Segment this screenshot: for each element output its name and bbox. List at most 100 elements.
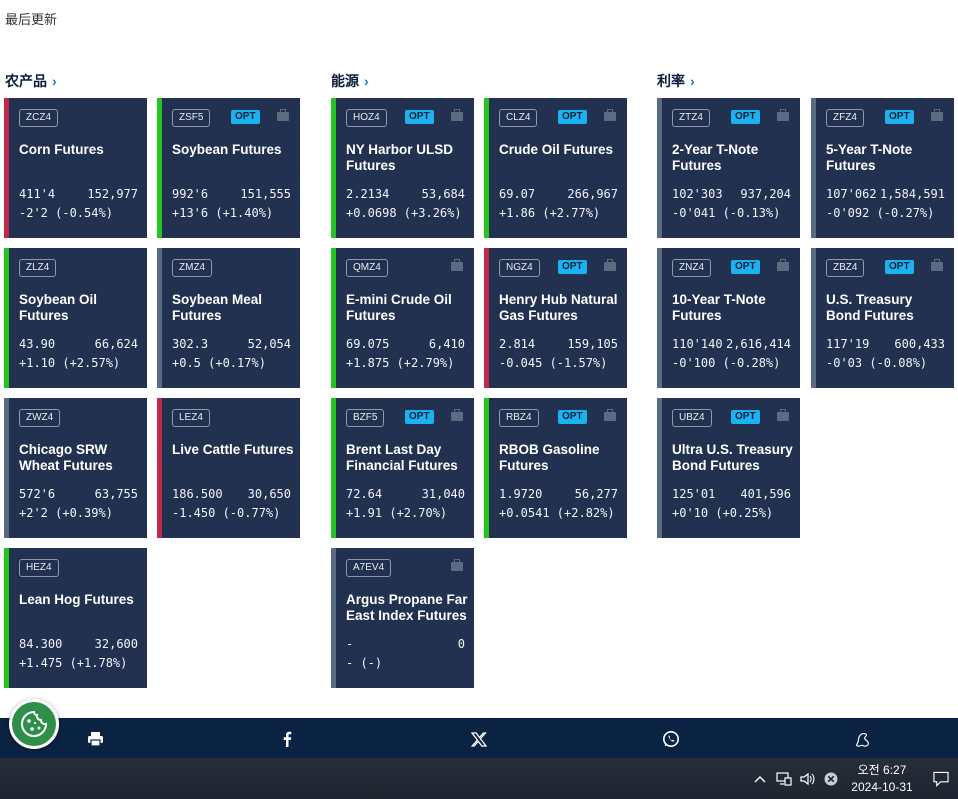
contract-code: ZWZ4 [19, 409, 61, 427]
briefcase-icon[interactable] [451, 409, 463, 421]
volume: 159,105 [567, 337, 618, 351]
briefcase-icon[interactable] [777, 109, 789, 121]
volume: 6,410 [428, 337, 465, 351]
contract-name: E-mini Crude Oil Futures [346, 292, 452, 323]
taskbar-clock[interactable]: 오전 6:27 2024-10-31 [846, 762, 918, 796]
futures-card[interactable]: ZTZ4 OPT 2-Year T-Note Futures 102'303 937,2… [657, 98, 800, 238]
options-badge[interactable]: OPT [231, 110, 260, 124]
futures-card[interactable]: HEZ4 Lean Hog Futures 84.300 32,600 +1.475 (… [4, 548, 147, 688]
price-change: +0.0541 (+2.82%) [499, 506, 615, 520]
options-badge[interactable]: OPT [558, 260, 587, 274]
futures-card[interactable]: ZCZ4 Corn Futures 411'4 152,977 -2'2 (-0.54%… [4, 98, 147, 238]
section-title-agriculture[interactable]: 农产品 › [5, 71, 57, 91]
options-badge[interactable]: OPT [885, 110, 914, 124]
price-change: -1.450 (-0.77%) [172, 506, 281, 520]
briefcase-icon[interactable] [451, 109, 463, 121]
price-volume-row: 117'19 600,433 [826, 337, 945, 351]
futures-card[interactable]: RBZ4 OPT RBOB Gasoline Futures 1.9720 56,277… [484, 398, 627, 538]
trend-indicator-bar [4, 548, 9, 688]
cookie-settings-button[interactable] [9, 699, 59, 749]
chevron-right-icon: › [364, 73, 369, 89]
briefcase-icon[interactable] [931, 259, 943, 271]
price-volume-row: 84.300 32,600 [19, 637, 138, 651]
price-change: +0.5 (+0.17%) [172, 356, 266, 370]
print-icon[interactable] [86, 730, 104, 748]
notification-icon[interactable] [933, 771, 949, 787]
futures-card[interactable]: ZLZ4 Soybean Oil Futures 43.90 66,624 +1.10 … [4, 248, 147, 388]
options-badge[interactable]: OPT [558, 410, 587, 424]
whatsapp-icon[interactable] [662, 730, 680, 748]
futures-card[interactable]: CLZ4 OPT Crude Oil Futures 69.07 266,967 +1.8… [484, 98, 627, 238]
options-badge[interactable]: OPT [558, 110, 587, 124]
futures-card[interactable]: NGZ4 OPT Henry Hub Natural Gas Futures 2.81… [484, 248, 627, 388]
options-badge[interactable]: OPT [885, 260, 914, 274]
futures-card[interactable]: BZF5 OPT Brent Last Day Financial Futures 7… [331, 398, 474, 538]
volume-icon[interactable] [800, 771, 816, 787]
briefcase-icon[interactable] [451, 259, 463, 271]
volume: 151,555 [240, 187, 291, 201]
price-change: -0.045 (-1.57%) [499, 356, 608, 370]
facebook-icon[interactable] [278, 730, 296, 748]
futures-card[interactable]: ZMZ4 Soybean Meal Futures 302.3 52,054 +0.5 … [157, 248, 300, 388]
share-bar [0, 718, 958, 758]
wechat-icon[interactable] [853, 730, 871, 748]
last-price: 43.90 [19, 337, 56, 351]
price-volume-row: 102'303 937,204 [672, 187, 791, 201]
last-price: 1.9720 [499, 487, 543, 501]
futures-card[interactable]: LEZ4 Live Cattle Futures 186.500 30,650 -1.4… [157, 398, 300, 538]
options-badge[interactable]: OPT [731, 410, 760, 424]
last-price: 572'6 [19, 487, 56, 501]
price-volume-row: 43.90 66,624 [19, 337, 138, 351]
chevron-up-icon[interactable] [752, 771, 768, 787]
network-icon[interactable] [776, 771, 792, 787]
briefcase-icon[interactable] [777, 409, 789, 421]
options-badge[interactable]: OPT [731, 260, 760, 274]
briefcase-icon[interactable] [277, 109, 289, 121]
briefcase-icon[interactable] [604, 109, 616, 121]
briefcase-icon[interactable] [451, 559, 463, 571]
last-price: 102'303 [672, 187, 723, 201]
price-volume-row: 107'062 1,584,591 [826, 187, 945, 201]
contract-name: Crude Oil Futures [499, 142, 614, 157]
contract-name: Brent Last Day Financial Futures [346, 442, 458, 473]
trend-indicator-bar [157, 98, 162, 238]
section-title-text: 能源 [331, 73, 359, 89]
price-volume-row: 125'01 401,596 [672, 487, 791, 501]
options-badge[interactable]: OPT [405, 110, 434, 124]
briefcase-icon[interactable] [931, 109, 943, 121]
futures-card[interactable]: ZBZ4 OPT U.S. Treasury Bond Futures 117'19 6… [811, 248, 954, 388]
trend-indicator-bar [4, 98, 9, 238]
close-circle-icon[interactable] [823, 771, 839, 787]
briefcase-icon[interactable] [604, 259, 616, 271]
last-price: 72.64 [346, 487, 383, 501]
chevron-right-icon: › [690, 73, 695, 89]
price-change: -0'03 (-0.08%) [826, 356, 928, 370]
futures-card[interactable]: ZSF5 OPT Soybean Futures 992'6 151,555 +13'6 … [157, 98, 300, 238]
price-change: +1.86 (+2.77%) [499, 206, 601, 220]
options-badge[interactable]: OPT [731, 110, 760, 124]
contract-name: Chicago SRW Wheat Futures [19, 442, 113, 473]
price-volume-row: 2.814 159,105 [499, 337, 618, 351]
contract-name: Lean Hog Futures [19, 592, 134, 607]
futures-card[interactable]: UBZ4 OPT Ultra U.S. Treasury Bond Futures 1… [657, 398, 800, 538]
futures-card[interactable]: A7EV4 Argus Propane Far East Index Future… [331, 548, 474, 688]
section-title-energy[interactable]: 能源 › [331, 71, 369, 91]
clock-date: 2024-10-31 [851, 780, 913, 794]
x-icon[interactable] [470, 730, 488, 748]
trend-indicator-bar [157, 398, 162, 538]
volume: 600,433 [894, 337, 945, 351]
futures-card[interactable]: QMZ4 E-mini Crude Oil Futures 69.075 6,410 +… [331, 248, 474, 388]
contract-code: ZFZ4 [826, 109, 864, 127]
section-title-interest-rates[interactable]: 利率 › [657, 71, 695, 91]
briefcase-icon[interactable] [777, 259, 789, 271]
price-change: -2'2 (-0.54%) [19, 206, 113, 220]
contract-code: A7EV4 [346, 559, 392, 577]
futures-card[interactable]: ZNZ4 OPT 10-Year T-Note Futures 110'140 2,61… [657, 248, 800, 388]
futures-card[interactable]: ZWZ4 Chicago SRW Wheat Futures 572'6 63,755… [4, 398, 147, 538]
volume: 66,624 [94, 337, 138, 351]
options-badge[interactable]: OPT [405, 410, 434, 424]
briefcase-icon[interactable] [604, 409, 616, 421]
futures-card[interactable]: ZFZ4 OPT 5-Year T-Note Futures 107'062 1,584… [811, 98, 954, 238]
contract-code: ZLZ4 [19, 259, 57, 277]
futures-card[interactable]: HOZ4 OPT NY Harbor ULSD Futures 2.2134 53,68… [331, 98, 474, 238]
